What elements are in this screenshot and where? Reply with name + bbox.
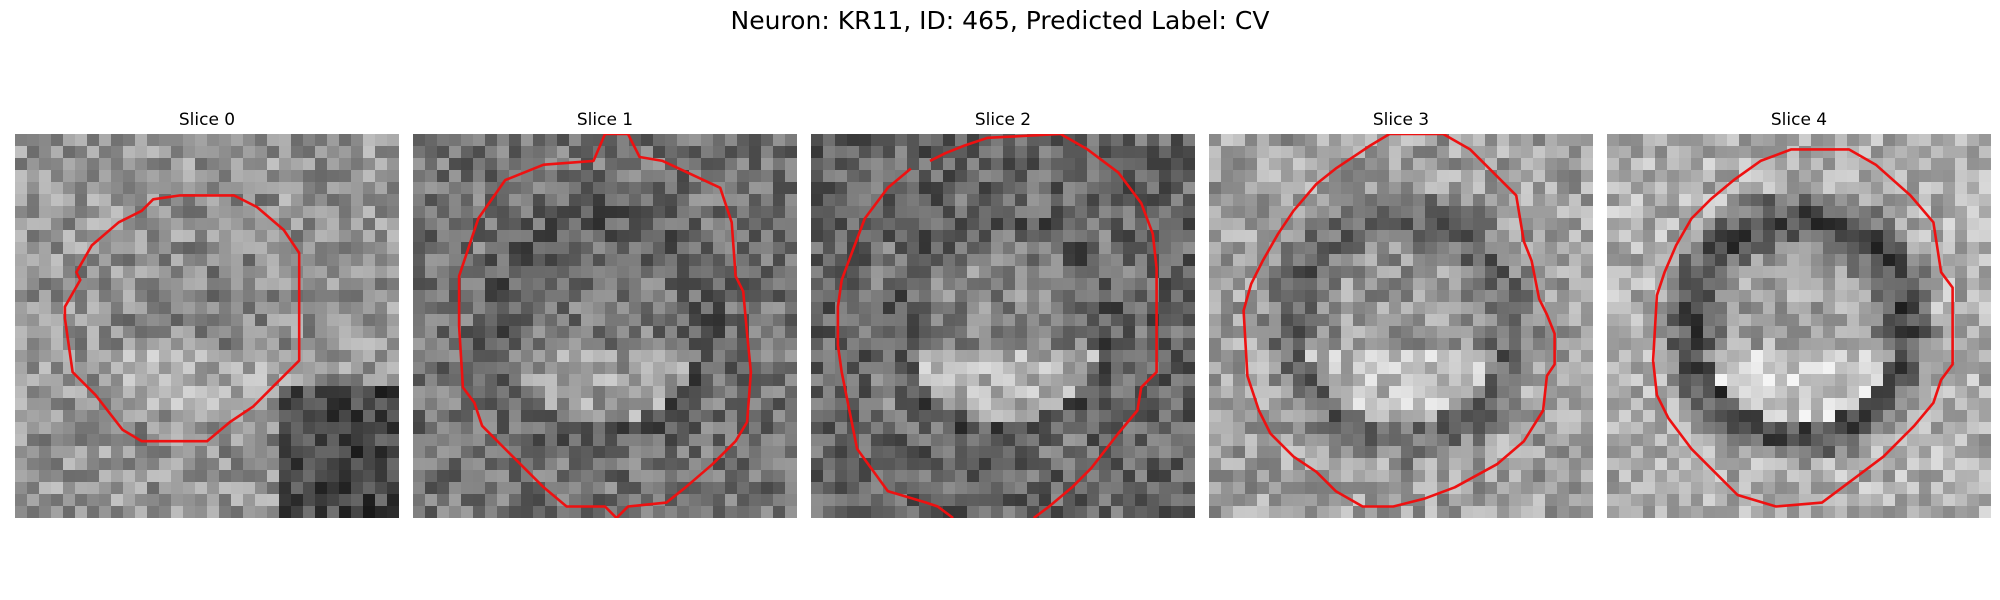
slice-image xyxy=(1607,134,1991,518)
cell-contour xyxy=(457,134,753,518)
cell-contour xyxy=(836,167,954,518)
figure-title: Neuron: KR11, ID: 465, Predicted Label: … xyxy=(730,6,1270,35)
cell-contour xyxy=(929,134,1158,518)
slice-image xyxy=(15,134,399,518)
slice-title: Slice 0 xyxy=(178,110,236,130)
slice-title: Slice 2 xyxy=(974,110,1032,130)
slice-image xyxy=(811,134,1195,518)
slice-image xyxy=(1209,134,1593,518)
cell-contour xyxy=(63,194,301,443)
slice-title: Slice 1 xyxy=(576,110,634,130)
slice-image xyxy=(413,134,797,518)
cell-contour xyxy=(1242,134,1556,508)
slice-title: Slice 4 xyxy=(1770,110,1828,130)
cell-contour xyxy=(1651,148,1954,508)
slice-title: Slice 3 xyxy=(1372,110,1430,130)
